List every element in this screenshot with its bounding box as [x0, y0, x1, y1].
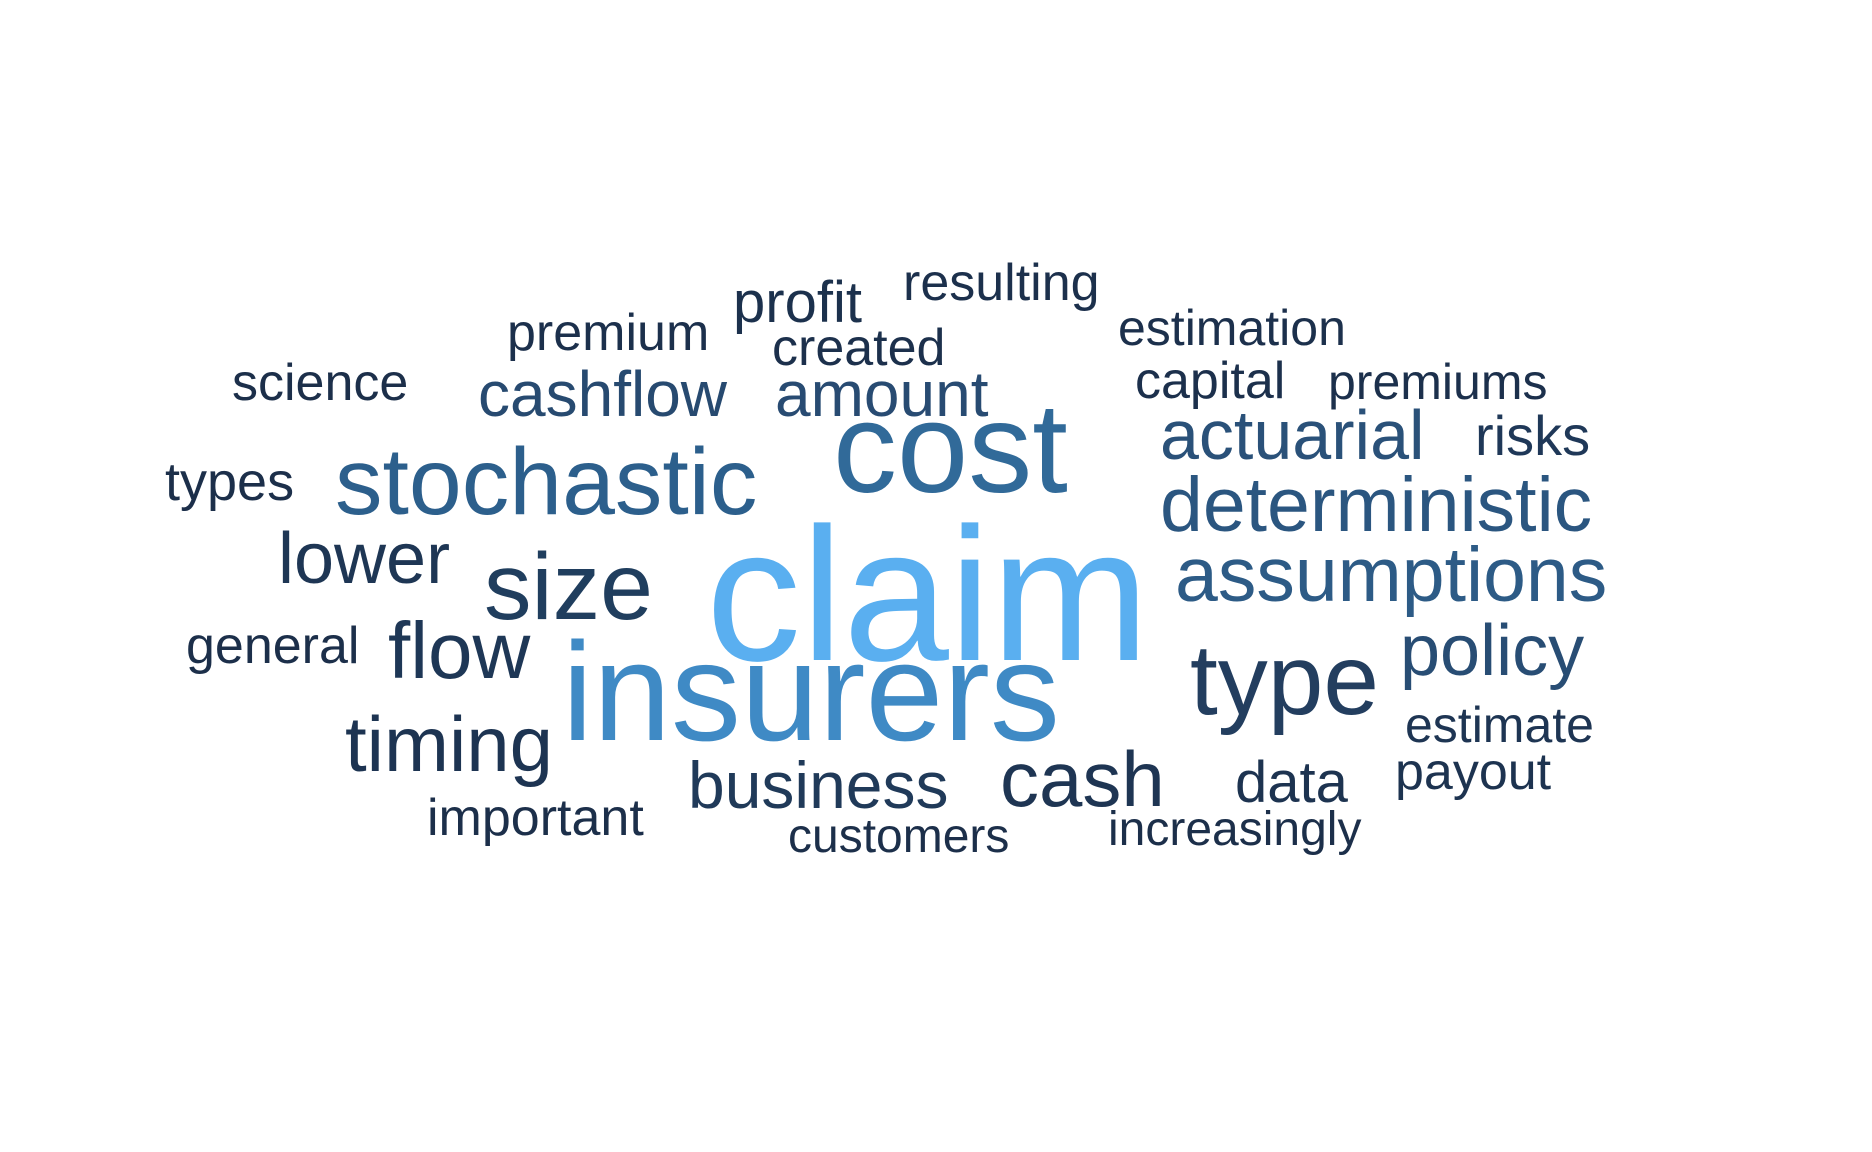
word-flow: flow	[388, 606, 531, 695]
word-types: types	[165, 452, 295, 512]
word-type: type	[1190, 624, 1380, 736]
word-business: business	[688, 748, 949, 822]
word-capital: capital	[1135, 352, 1286, 410]
word-stochastic: stochastic	[335, 429, 758, 535]
word-claim: claim	[706, 489, 1150, 701]
word-estimation: estimation	[1118, 300, 1346, 356]
word-actuarial: actuarial	[1160, 396, 1425, 474]
word-customers: customers	[788, 810, 1010, 863]
word-profit: profit	[733, 270, 862, 335]
word-created: created	[772, 319, 946, 377]
word-data: data	[1235, 750, 1348, 815]
word-risks: risks	[1475, 404, 1591, 467]
word-assumptions: assumptions	[1175, 532, 1608, 618]
word-premium: premium	[507, 304, 710, 362]
word-policy: policy	[1400, 611, 1585, 691]
word-cashflow: cashflow	[478, 358, 727, 430]
word-payout: payout	[1395, 743, 1552, 801]
word-lower: lower	[278, 519, 451, 599]
word-cash: cash	[1000, 735, 1165, 823]
word-insurers: insurers	[562, 613, 1060, 770]
word-science: science	[232, 354, 409, 412]
word-size: size	[484, 534, 653, 640]
word-cost: cost	[833, 377, 1068, 520]
word-estimate: estimate	[1405, 697, 1594, 753]
word-resulting: resulting	[903, 254, 1100, 312]
word-general: general	[186, 617, 360, 675]
word-premiums: premiums	[1328, 354, 1548, 410]
word-timing: timing	[345, 700, 554, 788]
word-deterministic: deterministic	[1160, 462, 1593, 548]
word-increasingly: increasingly	[1108, 803, 1362, 856]
word-amount: amount	[775, 358, 989, 430]
word-important: important	[427, 789, 644, 847]
